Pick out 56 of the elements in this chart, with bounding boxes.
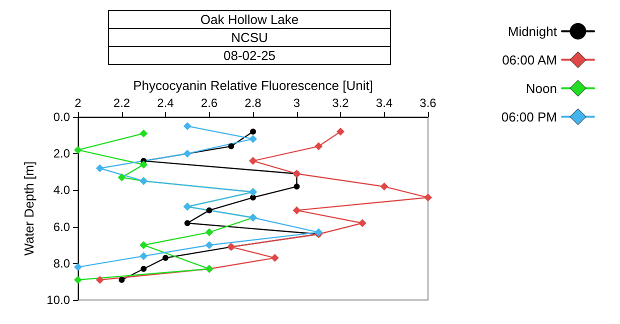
point bbox=[206, 207, 212, 214]
point bbox=[358, 219, 366, 228]
point bbox=[292, 206, 301, 214]
point bbox=[380, 182, 388, 191]
x-tick-label: 2 bbox=[74, 96, 82, 110]
point bbox=[96, 276, 104, 284]
chart-subtitle: NCSU bbox=[231, 30, 268, 45]
point bbox=[249, 134, 257, 143]
point bbox=[74, 146, 82, 154]
x-tick-label: 2.4 bbox=[157, 96, 174, 110]
y-tick-label: 0.0 bbox=[53, 110, 70, 124]
point bbox=[74, 276, 82, 284]
legend-label: Midnight bbox=[508, 24, 558, 39]
chart-title: Oak Hollow Lake bbox=[200, 12, 299, 27]
point bbox=[270, 254, 279, 262]
y-tick-label: 8.0 bbox=[53, 256, 70, 270]
y-tick-label: 10.0 bbox=[46, 293, 70, 307]
point bbox=[183, 122, 192, 130]
point bbox=[162, 254, 168, 261]
point bbox=[96, 164, 104, 172]
y-tick-label: 6.0 bbox=[53, 220, 70, 234]
point bbox=[118, 173, 126, 182]
point bbox=[140, 160, 148, 169]
point bbox=[74, 263, 82, 272]
point bbox=[140, 129, 148, 138]
point bbox=[140, 252, 148, 260]
point bbox=[294, 184, 300, 190]
y-tick-label: 2.0 bbox=[53, 146, 70, 161]
point bbox=[228, 143, 234, 150]
y-tick-label: 4.0 bbox=[53, 183, 70, 198]
x-axis-title: Phycocyanin Relative Fluorescence [Unit] bbox=[133, 78, 373, 94]
point bbox=[250, 194, 256, 201]
x-tick-label: 2.6 bbox=[200, 96, 218, 110]
x-tick-label: 3.2 bbox=[332, 96, 350, 110]
point bbox=[140, 266, 147, 272]
y-axis-title: Water Depth [m] bbox=[22, 161, 37, 256]
point bbox=[205, 228, 214, 236]
x-tick-label: 3.6 bbox=[420, 96, 437, 110]
x-tick-label: 3 bbox=[293, 96, 300, 110]
point bbox=[184, 220, 190, 226]
point bbox=[424, 194, 432, 202]
legend-label: 06:00 AM bbox=[502, 52, 557, 68]
text: 08-02-25 bbox=[223, 48, 276, 63]
point bbox=[249, 156, 257, 165]
point bbox=[183, 150, 192, 158]
point bbox=[314, 142, 323, 150]
point bbox=[250, 128, 256, 135]
x-tick-label: 2.8 bbox=[244, 96, 262, 110]
legend-label: 06:00 PM bbox=[501, 109, 557, 124]
point bbox=[205, 241, 214, 250]
x-tick-label: 2.2 bbox=[113, 96, 130, 110]
point bbox=[118, 276, 125, 283]
point bbox=[140, 241, 148, 250]
point bbox=[336, 128, 344, 136]
x-tick-label: 3.4 bbox=[376, 96, 393, 110]
legend-label: Noon bbox=[526, 80, 557, 96]
